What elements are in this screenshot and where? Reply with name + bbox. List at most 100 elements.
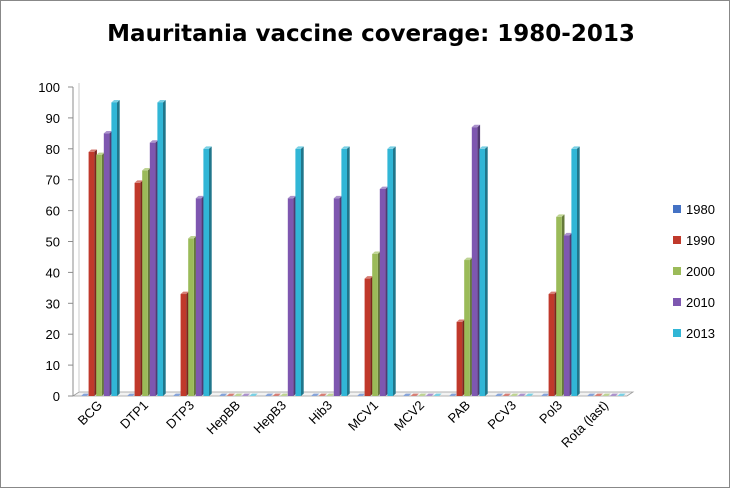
bar [127, 393, 136, 396]
plot-floor [71, 391, 635, 397]
bar [379, 186, 389, 396]
chart-title: Mauritania vaccine coverage: 1980-2013 [107, 21, 635, 47]
bar [180, 291, 189, 396]
y-tick-label: 100 [38, 80, 60, 95]
bar [418, 393, 427, 396]
bar [311, 393, 320, 396]
bar [326, 393, 335, 396]
bar [464, 257, 473, 396]
x-tick-label: BCG [75, 398, 106, 429]
y-tick-label: 30 [46, 296, 60, 311]
bar [241, 393, 251, 396]
bars [81, 100, 626, 397]
bar [433, 393, 442, 396]
y-tick-label: 40 [46, 265, 60, 280]
bar [287, 195, 297, 396]
bar [502, 393, 511, 396]
y-tick-label: 80 [46, 142, 60, 157]
legend-label: 1990 [686, 233, 715, 248]
x-tick-label: MCV2 [391, 398, 427, 434]
bar [617, 393, 626, 396]
bar [587, 393, 596, 396]
bar [357, 393, 366, 396]
bar [425, 393, 435, 396]
bar [203, 146, 212, 396]
bar [81, 393, 90, 396]
x-tick-label: HepB3 [250, 398, 289, 437]
bar [387, 146, 396, 396]
legend-item: 2013 [673, 326, 715, 341]
x-tick-label: PAB [445, 398, 473, 426]
y-tick-label: 10 [46, 358, 60, 373]
bar [234, 393, 243, 396]
bar [149, 140, 159, 396]
bar [495, 393, 504, 396]
bar [410, 393, 419, 396]
legend-swatch [673, 298, 681, 306]
bar [96, 152, 105, 396]
bar [295, 146, 304, 396]
bar [602, 393, 611, 396]
x-tick-label: DTP1 [117, 398, 151, 432]
legend-swatch [673, 205, 681, 213]
bar [364, 276, 373, 396]
x-tick-labels: BCG DTP1 DTP3 HepBB HepB3 Hib3 MCV1 MCV2 PAB PCV3… [75, 398, 612, 451]
bar [556, 214, 565, 396]
y-tick-label: 0 [53, 389, 60, 404]
bar [111, 100, 120, 397]
legend-label: 1980 [686, 202, 715, 217]
x-tick-label: DTP3 [163, 398, 197, 432]
bar [103, 130, 113, 396]
y-tick-label: 90 [46, 111, 60, 126]
legend-label: 2013 [686, 326, 715, 341]
bar [341, 146, 350, 396]
bar [272, 393, 281, 396]
bar [372, 251, 381, 396]
y-tick-label: 20 [46, 327, 60, 342]
bar [456, 319, 465, 396]
bar [173, 393, 182, 396]
x-tick-label: Rota (last) [558, 398, 611, 451]
bar [510, 393, 519, 396]
x-tick-label: Hib3 [306, 398, 336, 428]
bar [333, 195, 343, 396]
bar [403, 393, 412, 396]
legend-item: 1990 [673, 233, 715, 248]
bar [318, 393, 327, 396]
legend-swatch [673, 329, 681, 337]
bar [479, 146, 488, 396]
y-tick-label: 60 [46, 204, 60, 219]
legend: 1980 1990 2000 2010 2013 [673, 202, 715, 341]
bar [188, 236, 197, 396]
bar [219, 393, 228, 396]
x-tick-label: MCV1 [345, 398, 381, 434]
bar [249, 393, 258, 396]
bar [609, 393, 619, 396]
bar [594, 393, 603, 396]
legend-swatch [673, 236, 681, 244]
bar [226, 393, 235, 396]
bar [541, 393, 550, 396]
bar [517, 393, 527, 396]
legend-item: 2000 [673, 264, 715, 279]
bar [195, 195, 205, 396]
legend-label: 2010 [686, 295, 715, 310]
y-tick-label: 50 [46, 235, 60, 250]
bar [142, 168, 151, 396]
legend-item: 1980 [673, 202, 715, 217]
bar [571, 146, 580, 396]
bar [548, 291, 557, 396]
legend-label: 2000 [686, 264, 715, 279]
x-tick-label: PCV3 [484, 398, 519, 433]
bar [265, 393, 274, 396]
bar [134, 180, 143, 396]
legend-swatch [673, 267, 681, 275]
bar [88, 149, 97, 396]
bar [280, 393, 289, 396]
x-tick-label: HepBB [203, 398, 243, 438]
x-tick-label: Pol3 [536, 398, 565, 427]
legend-item: 2010 [673, 295, 715, 310]
bar [563, 232, 573, 396]
